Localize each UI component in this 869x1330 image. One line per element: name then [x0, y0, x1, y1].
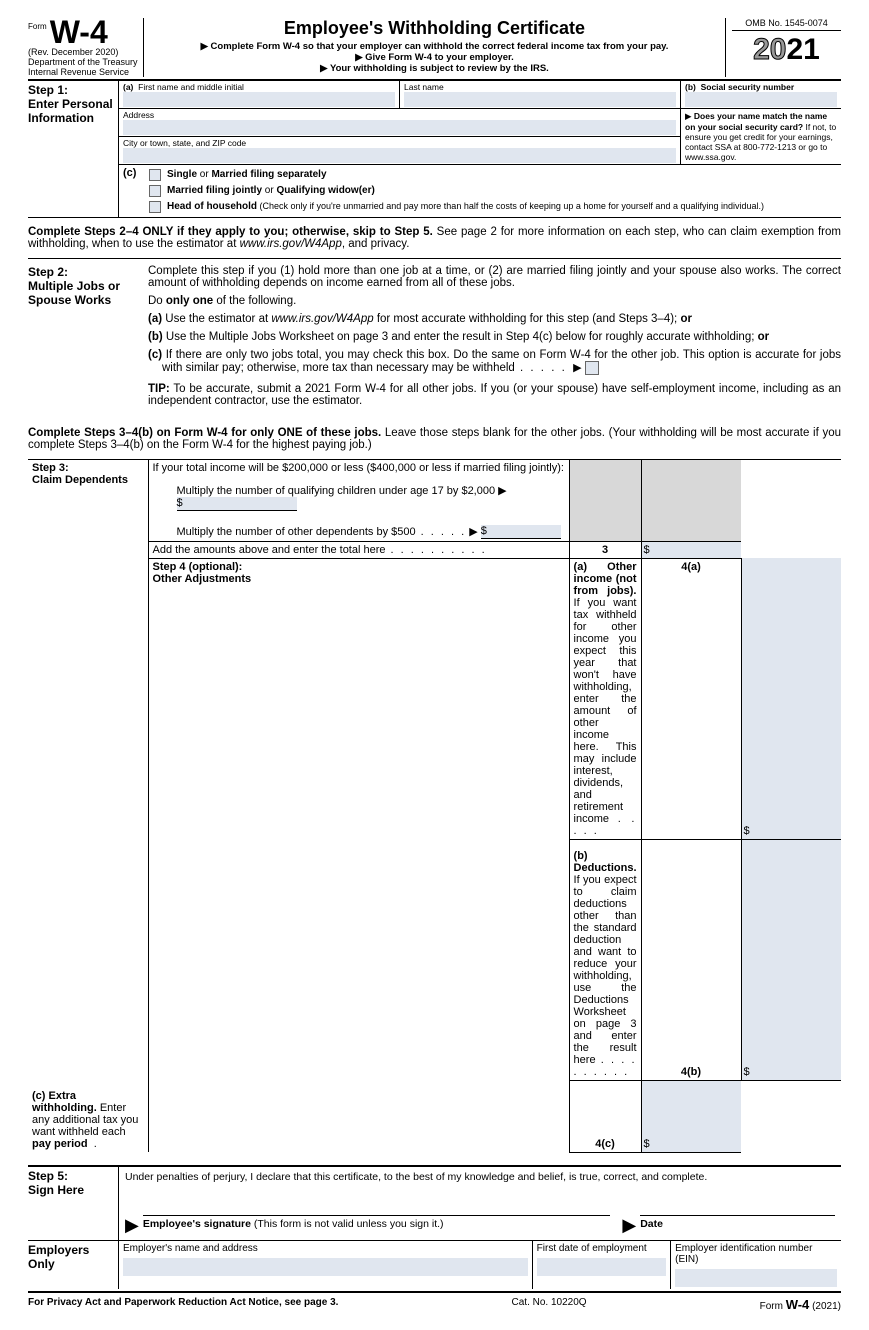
catalog-number: Cat. No. 10220Q	[512, 1297, 587, 1312]
chk-two-jobs[interactable]	[585, 361, 599, 375]
arrow-icon: ▶	[125, 1215, 139, 1236]
step1-block: Step 1: Enter Personal Information (a) F…	[28, 81, 841, 218]
instr1: ▶ Complete Form W-4 so that your employe…	[152, 41, 717, 52]
privacy-notice: For Privacy Act and Paperwork Reduction …	[28, 1297, 338, 1312]
header-left: Form W-4 (Rev. December 2020) Department…	[28, 18, 143, 77]
page-footer: For Privacy Act and Paperwork Reduction …	[28, 1291, 841, 1312]
omb-number: OMB No. 1545-0074	[732, 18, 841, 31]
step3-label: Step 3: Claim Dependents	[28, 460, 148, 1081]
perjury-declaration: Under penalties of perjury, I declare th…	[125, 1171, 835, 1183]
other-dependents-input[interactable]	[481, 525, 561, 539]
ein-cell: Employer identification number (EIN)	[670, 1241, 841, 1289]
ein-input[interactable]	[675, 1269, 837, 1287]
city-cell: City or town, state, and ZIP code	[119, 137, 681, 165]
header-mid: Employee's Withholding Certificate ▶ Com…	[143, 18, 726, 77]
c-label: (c)	[123, 167, 143, 215]
signature-field[interactable]: Employee's signature (This form is not v…	[143, 1215, 611, 1236]
chk-hoh[interactable]	[149, 201, 161, 213]
step4a-input[interactable]: $	[741, 558, 841, 839]
filing-single-row: Single or Married filing separately	[143, 167, 837, 183]
address-input[interactable]	[123, 120, 676, 135]
instr3: ▶ Your withholding is subject to review …	[152, 63, 717, 74]
instr2: ▶ Give Form W-4 to your employer.	[152, 52, 717, 63]
ssn-cell: (b) Social security number	[681, 81, 841, 109]
step5-label: Step 5: Sign Here	[28, 1167, 118, 1240]
step4b-input[interactable]: $	[741, 839, 841, 1080]
tax-year: 2021	[732, 33, 841, 67]
employer-name-input[interactable]	[123, 1258, 528, 1276]
chk-single[interactable]	[149, 169, 161, 181]
chk-joint[interactable]	[149, 185, 161, 197]
form-title: Employee's Withholding Certificate	[152, 18, 717, 39]
last-name-cell: Last name	[400, 81, 681, 109]
intro-steps-3-4: Complete Steps 3–4(b) on Form W-4 for on…	[28, 419, 841, 459]
step2-body: Complete this step if you (1) hold more …	[148, 265, 841, 413]
header-right: OMB No. 1545-0074 2021	[726, 18, 841, 77]
step4c-input[interactable]: $	[641, 1080, 741, 1152]
filing-hoh-row: Head of household (Check only if you're …	[143, 199, 837, 215]
dept1: Department of the Treasury	[28, 57, 143, 67]
form-number: W-4	[50, 18, 108, 47]
step3-4-table: Step 3: Claim Dependents If your total i…	[28, 460, 841, 1153]
ssn-input[interactable]	[685, 92, 837, 107]
employers-label: Employers Only	[28, 1241, 118, 1289]
form-id-footer: Form W-4 (2021)	[760, 1297, 841, 1312]
intro-steps-2-4: Complete Steps 2–4 ONLY if they apply to…	[28, 218, 841, 258]
step1-label: Step 1: Enter Personal Information	[28, 81, 118, 217]
employers-block: Employers Only Employer's name and addre…	[28, 1240, 841, 1289]
filing-joint-row: Married filing jointly or Qualifying wid…	[143, 183, 837, 199]
employer-name-cell: Employer's name and address	[118, 1241, 532, 1289]
qualifying-children-input[interactable]	[177, 497, 297, 511]
address-cell: Address	[119, 109, 681, 137]
last-name-input[interactable]	[404, 92, 676, 107]
step5-block: Step 5: Sign Here Under penalties of per…	[28, 1165, 841, 1240]
first-date-cell: First date of employment	[532, 1241, 670, 1289]
first-name-cell: (a) First name and middle initial	[119, 81, 400, 109]
step2-block: Step 2: Multiple Jobs or Spouse Works Co…	[28, 259, 841, 419]
arrow-icon: ▶	[622, 1215, 636, 1236]
step5-body: Under penalties of perjury, I declare th…	[118, 1167, 841, 1240]
step3-total-input[interactable]: $	[641, 541, 741, 558]
first-date-input[interactable]	[537, 1258, 666, 1276]
form-header: Form W-4 (Rev. December 2020) Department…	[28, 18, 841, 81]
form-label: Form	[28, 22, 47, 31]
first-name-input[interactable]	[123, 92, 395, 107]
city-input[interactable]	[123, 148, 676, 163]
revision: (Rev. December 2020)	[28, 47, 143, 57]
dept2: Internal Revenue Service	[28, 67, 143, 77]
step4-label: Step 4 (optional): Other Adjustments	[148, 558, 569, 1152]
step1-body: (a) First name and middle initial Last n…	[118, 81, 841, 217]
date-field[interactable]: Date	[640, 1215, 835, 1236]
ssn-note: ▶ Does your name match the name on your …	[681, 109, 841, 165]
step2-label: Step 2: Multiple Jobs or Spouse Works	[28, 265, 148, 413]
